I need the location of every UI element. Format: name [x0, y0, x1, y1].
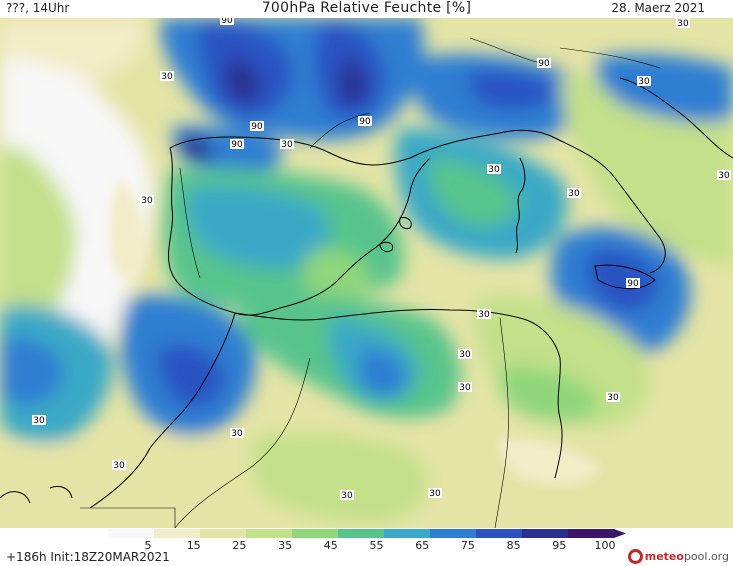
morocco-algeria-border: [174, 357, 311, 529]
colorbar-end-arrow: [614, 529, 626, 538]
colorbar-tick-label: 75: [461, 539, 475, 550]
map-header: ???, 14Uhr 700hPa Relative Feuchte [%] 2…: [0, 0, 733, 18]
contour-labels: 90 90 90 90 90 90 30 30 30 30 30 30 30: [32, 15, 731, 501]
colorbar-swatch: [476, 529, 523, 538]
meteopool-logo-text: meteopool.org: [644, 549, 729, 563]
forecast-date: 28. Maerz 2021: [611, 1, 705, 15]
corsica-sardinia: [515, 157, 526, 254]
contour-label-30: 30: [488, 165, 500, 175]
contour-label-30: 30: [341, 491, 353, 501]
contour-label-30: 30: [113, 461, 125, 471]
contour-label-30: 30: [429, 489, 441, 499]
colorbar-tick-label: 5: [145, 539, 152, 550]
contour-label-30: 30: [459, 383, 471, 393]
contour-label-30: 30: [231, 429, 243, 439]
sicily-coastline: [594, 264, 656, 290]
colorbar-tick-label: 45: [324, 539, 338, 550]
contour-label-30: 30: [459, 350, 471, 360]
map-canvas: 90 90 90 90 90 90 30 30 30 30 30 30 30: [0, 15, 733, 529]
humidity-map: 90 90 90 90 90 90 30 30 30 30 30 30 30: [0, 15, 733, 529]
contour-label-30: 30: [478, 310, 490, 320]
colorbar-swatches: [108, 529, 626, 538]
algeria-tunisia-border: [494, 317, 509, 529]
north-coastline: [169, 129, 556, 166]
canary-islands-2: [49, 485, 73, 499]
colorbar-tick-label: 65: [415, 539, 429, 550]
colorbar-swatch: [246, 529, 293, 538]
contour-label-30: 30: [607, 393, 619, 403]
forecast-time-label: ???, 14Uhr: [6, 1, 70, 15]
meteopool-logo-icon: [627, 548, 643, 564]
colorbar-tick-label: 85: [507, 539, 521, 550]
iberia-coastline: [168, 147, 431, 316]
contour-label-30: 30: [677, 19, 689, 29]
humidity-field: [0, 18, 733, 528]
contour-label-30: 30: [638, 77, 650, 87]
contour-label-30: 30: [141, 196, 153, 206]
swiss-border: [469, 37, 541, 64]
map-footer: 5 15 25 35 45 55 65 75 85 95 100 +186h Init:18Z20M…: [0, 528, 733, 566]
colorbar-swatch: [108, 529, 155, 538]
humidity-detail: [84, 178, 600, 485]
africa-west-coastline: [89, 312, 236, 509]
colorbar-swatch: [200, 529, 247, 538]
contour-label-90: 90: [221, 18, 233, 26]
italy-coastline: [554, 137, 666, 274]
colorbar-tick-labels: 5 15 25 35 45 55 65 75 85 95 100: [145, 539, 616, 550]
western-sahara-border: [80, 507, 176, 528]
colorbar-tick-label: 100: [595, 539, 616, 550]
contour-label-90: 90: [359, 117, 371, 127]
meteopool-logo: meteopool.org: [627, 547, 729, 565]
colorbar-swatch: [522, 529, 569, 538]
austria-border: [559, 47, 661, 69]
colorbar-tick-label: 95: [552, 539, 566, 550]
contour-label-90: 90: [538, 59, 550, 69]
contour-label-30: 30: [161, 72, 173, 82]
colorbar-tick-label: 35: [278, 539, 292, 550]
contour-label-30: 30: [33, 416, 45, 426]
colorbar-swatch: [384, 529, 431, 538]
balearic-island-2: [399, 217, 412, 229]
borders: [80, 37, 661, 529]
colorbar-swatch: [338, 529, 385, 538]
colorbar-tick-label: 55: [370, 539, 384, 550]
contour-label-90: 90: [627, 279, 639, 289]
init-time-label: +186h Init:18Z20MAR2021: [6, 550, 170, 564]
contour-label-90: 90: [251, 122, 263, 132]
france-spain-border: [309, 112, 371, 149]
map-title: 700hPa Relative Feuchte [%]: [261, 0, 472, 16]
contour-label-30: 30: [281, 140, 293, 150]
contour-label-90: 90: [231, 140, 243, 150]
canary-islands: [0, 491, 31, 504]
colorbar-tick-label: 25: [232, 539, 246, 550]
africa-north-coastline: [234, 309, 563, 479]
colorbar-tick-label: 15: [187, 539, 201, 550]
balearic-island: [379, 241, 394, 253]
portugal-border: [179, 167, 201, 279]
colorbar-swatch: [154, 529, 201, 538]
colorbar-swatch: [568, 529, 615, 538]
colorbar-swatch: [430, 529, 477, 538]
colorbar: 5 15 25 35 45 55 65 75 85 95 100: [108, 529, 626, 550]
contour-label-30: 30: [568, 189, 580, 199]
colorbar-swatch: [292, 529, 339, 538]
contour-label-30: 30: [718, 171, 730, 181]
